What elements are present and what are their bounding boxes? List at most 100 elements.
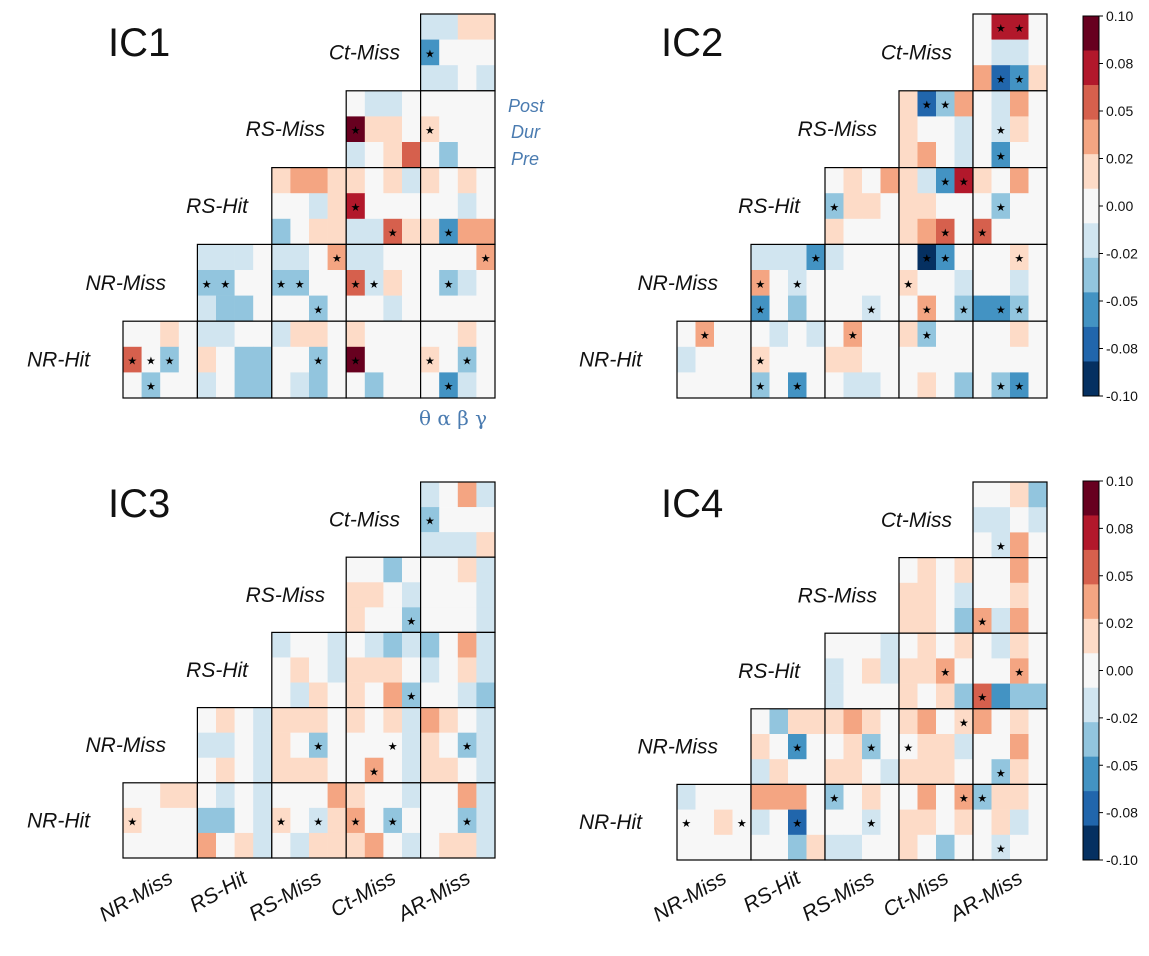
heatmap-cell xyxy=(973,218,992,245)
heatmap-cell xyxy=(383,346,403,373)
heatmap-cell xyxy=(899,244,918,271)
heatmap-cell xyxy=(991,270,1011,296)
heatmap-cell xyxy=(899,834,918,861)
heatmap-cell xyxy=(732,834,752,861)
significance-star: ★ xyxy=(351,278,361,291)
heatmap-cell xyxy=(1028,582,1048,609)
heatmap-cell xyxy=(364,346,384,373)
heatmap-cell xyxy=(936,142,955,168)
heatmap-cell xyxy=(917,809,937,836)
heatmap-cell xyxy=(290,218,310,245)
heatmap-cell xyxy=(457,167,477,194)
colorbar-segment xyxy=(1083,756,1099,792)
heatmap-cell xyxy=(880,708,900,735)
heatmap-cell xyxy=(439,607,459,633)
heatmap-cell xyxy=(346,582,366,608)
heatmap-cell xyxy=(420,532,440,558)
significance-star: ★ xyxy=(425,355,435,368)
heatmap-cell xyxy=(197,295,217,322)
heatmap-cell xyxy=(973,90,992,117)
heatmap-block: ★★ xyxy=(972,320,1048,399)
heatmap-cell xyxy=(402,346,421,373)
heatmap-cell xyxy=(936,708,955,735)
heatmap-cell xyxy=(788,784,807,810)
heatmap-cell xyxy=(123,346,142,373)
heatmap-cell xyxy=(936,346,955,373)
heatmap-cell xyxy=(457,142,477,168)
heatmap-cell xyxy=(917,167,937,194)
heatmap-cell xyxy=(899,557,918,584)
heatmap-cell xyxy=(476,707,496,733)
heatmap-cell xyxy=(862,759,881,785)
significance-star: ★ xyxy=(792,742,802,755)
heatmap-cell xyxy=(788,708,807,735)
heatmap-block: ★ xyxy=(271,706,347,784)
heatmap-cell xyxy=(862,658,881,684)
heatmap-cell xyxy=(364,295,384,322)
heatmap-cell xyxy=(364,270,384,296)
heatmap-cell xyxy=(973,39,992,66)
heatmap-cell xyxy=(936,608,955,634)
heatmap-cell xyxy=(917,372,937,399)
colorbar-segment xyxy=(1083,85,1099,120)
significance-star: ★ xyxy=(444,380,454,393)
heatmap-cell xyxy=(253,707,273,733)
significance-star: ★ xyxy=(792,278,802,291)
heatmap-cell xyxy=(197,832,217,859)
significance-star: ★ xyxy=(313,355,323,368)
heatmap-cell xyxy=(825,658,844,684)
colorbar-segment xyxy=(1083,361,1099,397)
heatmap-cell xyxy=(954,372,974,399)
heatmap-cell xyxy=(457,682,477,708)
heatmap-cell xyxy=(253,832,273,859)
heatmap-block: ★★ xyxy=(420,243,496,322)
heatmap-cell xyxy=(880,372,900,399)
heatmap-block xyxy=(196,782,273,859)
heatmap-cell xyxy=(290,807,310,834)
heatmap-cell xyxy=(991,218,1011,245)
heatmap-cell xyxy=(271,832,291,859)
heatmap-cell xyxy=(309,682,328,708)
heatmap-cell xyxy=(346,607,366,633)
heatmap-cell xyxy=(695,809,715,836)
heatmap-cell xyxy=(327,807,347,834)
heatmap-cell xyxy=(843,270,863,296)
heatmap-cell xyxy=(476,372,496,399)
heatmap-block: ★ ★ ★ ★ xyxy=(972,13,1048,92)
heatmap-cell xyxy=(769,346,789,373)
heatmap-cell xyxy=(420,707,440,733)
colorbar-segment xyxy=(1083,292,1099,328)
heatmap-cell xyxy=(290,707,310,733)
heatmap-cell xyxy=(880,321,900,348)
significance-star: ★ xyxy=(202,278,212,291)
heatmap-block: ★ xyxy=(345,556,422,634)
heatmap-cell xyxy=(216,270,235,296)
heatmap-cell xyxy=(402,632,421,658)
heatmap-cell xyxy=(806,244,826,271)
heatmap-cell xyxy=(476,757,496,784)
heatmap-cell xyxy=(383,782,403,809)
heatmap-cell xyxy=(439,582,459,608)
heatmap-cell xyxy=(234,732,254,759)
heatmap-cell xyxy=(1028,372,1048,399)
heatmap-cell xyxy=(917,193,937,220)
panel-title: IC4 xyxy=(661,482,723,526)
heatmap-cell xyxy=(899,116,918,143)
heatmap-cell xyxy=(383,632,403,658)
significance-star: ★ xyxy=(276,278,286,291)
heatmap-cell xyxy=(991,346,1011,373)
heatmap-block: ★ ★ ★ xyxy=(898,167,974,246)
col-label: NR-Miss xyxy=(95,866,177,926)
heatmap-cell xyxy=(825,193,844,220)
heatmap-cell xyxy=(346,346,366,373)
heatmap-cell xyxy=(973,346,992,373)
heatmap-cell xyxy=(476,507,496,533)
significance-star: ★ xyxy=(977,792,987,805)
significance-star: ★ xyxy=(792,380,802,393)
heatmap-cell xyxy=(402,193,421,220)
heatmap-cell xyxy=(141,807,161,834)
heatmap-cell xyxy=(732,784,752,810)
heatmap-cell xyxy=(788,295,807,322)
heatmap-cell xyxy=(383,142,403,168)
heatmap-block: ★ xyxy=(898,632,974,710)
